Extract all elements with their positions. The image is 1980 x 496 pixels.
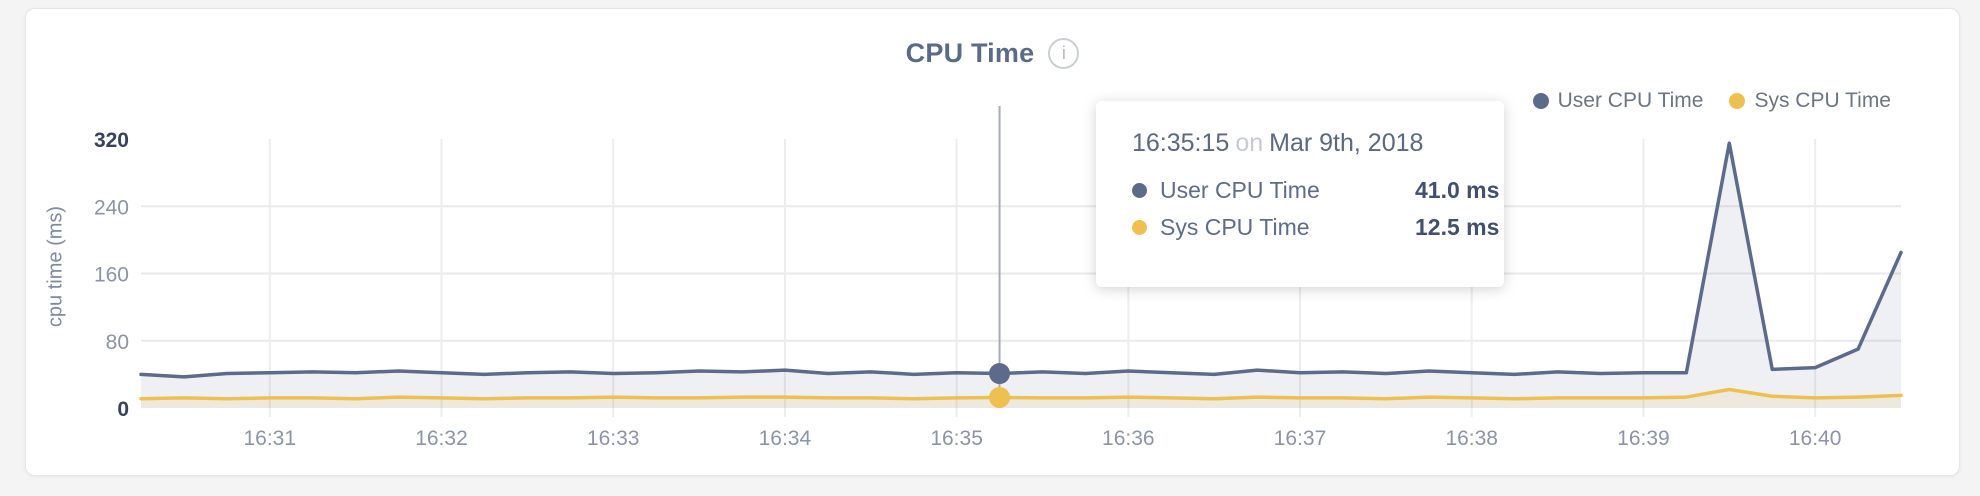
tooltip-series-value: 12.5 ms [1415, 214, 1500, 240]
x-tick-label: 16:38 [1445, 427, 1498, 450]
tooltip-connector: on [1235, 129, 1264, 157]
info-icon[interactable]: i [1048, 37, 1080, 69]
tooltip-date: Mar 9th, 2018 [1269, 129, 1424, 157]
x-tick-label: 16:36 [1102, 427, 1155, 450]
x-tick-label: 16:40 [1789, 427, 1842, 450]
y-tick-label: 160 [94, 264, 129, 287]
user-cpu-dot-icon [1132, 183, 1147, 198]
tooltip-timestamp: 16:35:15 on Mar 9th, 2018 [1132, 129, 1504, 158]
chart-legend: User CPU Time Sys CPU Time [1532, 89, 1891, 113]
x-tick-label: 16:32 [415, 427, 468, 450]
tooltip-time: 16:35:15 [1132, 129, 1230, 157]
user-cpu-legend-dot [1532, 93, 1549, 109]
hover-dot-sys-cpu [989, 386, 1011, 408]
x-tick-label: 16:39 [1617, 427, 1670, 450]
x-tick-label: 16:37 [1274, 427, 1327, 450]
user-cpu-area [141, 143, 1901, 408]
legend-label: Sys CPU Time [1754, 89, 1891, 112]
x-tick-label: 16:33 [587, 427, 640, 450]
cpu-time-card: CPU Time i User CPU Time Sys CPU Time cp… [25, 8, 1960, 476]
chart-header: CPU Time i [26, 33, 1959, 73]
chart-tooltip: 16:35:15 on Mar 9th, 2018 User CPU Time 41… [1096, 101, 1504, 287]
y-tick-label: 80 [106, 331, 129, 354]
x-tick-label: 16:31 [243, 427, 296, 450]
cpu-time-line-chart[interactable]: 16:31 16:32 16:33 16:34 16:35 16:36 16:37 16:38… [26, 9, 1961, 477]
chart-title: CPU Time [905, 37, 1035, 68]
tooltip-series-label: User CPU Time [1160, 177, 1320, 203]
y-tick-label: 0 [117, 398, 129, 421]
hover-dot-user-cpu [989, 363, 1011, 385]
user-cpu-line [139, 141, 1903, 379]
legend-label: User CPU Time [1557, 89, 1704, 112]
x-tick-label: 16:35 [930, 427, 983, 450]
legend-item-user-cpu[interactable]: User CPU Time [1532, 89, 1704, 113]
tooltip-series-value: 41.0 ms [1415, 177, 1500, 203]
x-tick-label: 16:34 [759, 427, 812, 450]
sys-cpu-dot-icon [1132, 220, 1147, 235]
tooltip-series-label: Sys CPU Time [1160, 214, 1310, 240]
tooltip-row-sys-cpu: Sys CPU Time 12.5 ms [1132, 209, 1504, 246]
tooltip-row-user-cpu: User CPU Time 41.0 ms [1132, 172, 1504, 209]
sys-cpu-line [139, 387, 1903, 401]
sys-cpu-legend-dot [1729, 93, 1746, 109]
y-tick-label: 320 [94, 129, 129, 152]
y-tick-label: 240 [94, 196, 129, 219]
legend-item-sys-cpu[interactable]: Sys CPU Time [1729, 89, 1891, 113]
